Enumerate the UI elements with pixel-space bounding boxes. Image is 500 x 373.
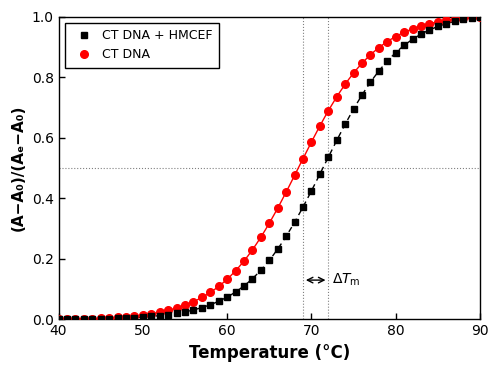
CT DNA + HMCEF (334, 138, 340, 142)
Legend: CT DNA + HMCEF, CT DNA: CT DNA + HMCEF, CT DNA (65, 23, 219, 68)
CT DNA + HMCEF (182, 310, 188, 314)
CT DNA (334, 95, 340, 99)
CT DNA (359, 61, 365, 66)
CT DNA + HMCEF (468, 16, 474, 20)
CT DNA (190, 300, 196, 304)
CT DNA + HMCEF (148, 314, 154, 319)
CT DNA (182, 303, 188, 307)
CT DNA + HMCEF (359, 93, 365, 97)
Y-axis label: (A−A₀)/(Aₑ−A₀): (A−A₀)/(Aₑ−A₀) (11, 105, 26, 231)
Line: CT DNA: CT DNA (54, 13, 484, 323)
CT DNA + HMCEF (477, 15, 483, 19)
X-axis label: Temperature (°C): Temperature (°C) (188, 344, 350, 362)
Line: CT DNA + HMCEF: CT DNA + HMCEF (55, 13, 484, 323)
Text: $\Delta T_\mathrm{m}$: $\Delta T_\mathrm{m}$ (332, 272, 360, 288)
CT DNA (468, 15, 474, 19)
CT DNA (56, 317, 62, 322)
CT DNA (477, 15, 483, 19)
CT DNA + HMCEF (190, 308, 196, 312)
CT DNA + HMCEF (56, 317, 62, 322)
CT DNA (148, 311, 154, 316)
